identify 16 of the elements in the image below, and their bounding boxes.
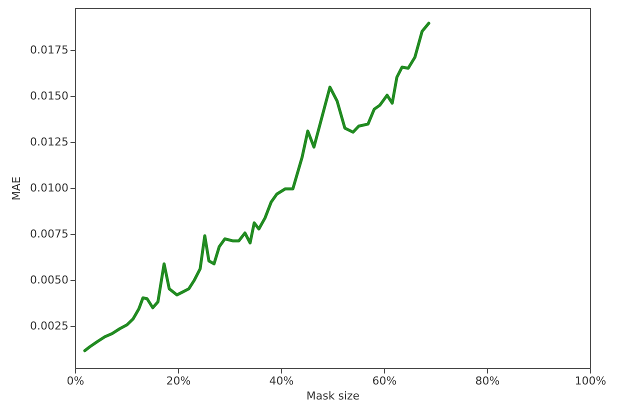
- y-tick-label: 0.0100: [30, 182, 68, 194]
- x-tick-label: 80%: [475, 374, 500, 388]
- y-tick-label: 0.0025: [30, 319, 68, 332]
- line-series: [83, 22, 430, 352]
- x-tick-label: 60%: [372, 374, 397, 388]
- y-tick-label: 0.0125: [30, 136, 68, 149]
- y-axis-title: MAE: [10, 176, 24, 200]
- x-tick-label: 40%: [269, 374, 294, 388]
- y-tick-label: 0.0150: [30, 90, 68, 103]
- y-tick-label: 0.0050: [30, 273, 68, 286]
- y-tick-label: 0.0175: [30, 44, 68, 57]
- x-tick-label: 100%: [574, 374, 606, 388]
- x-tick-label: 20%: [166, 374, 191, 388]
- x-axis-title: Mask size: [306, 390, 360, 402]
- x-tick-label: 0%: [66, 374, 84, 388]
- y-tick-label: 0.0075: [30, 227, 68, 240]
